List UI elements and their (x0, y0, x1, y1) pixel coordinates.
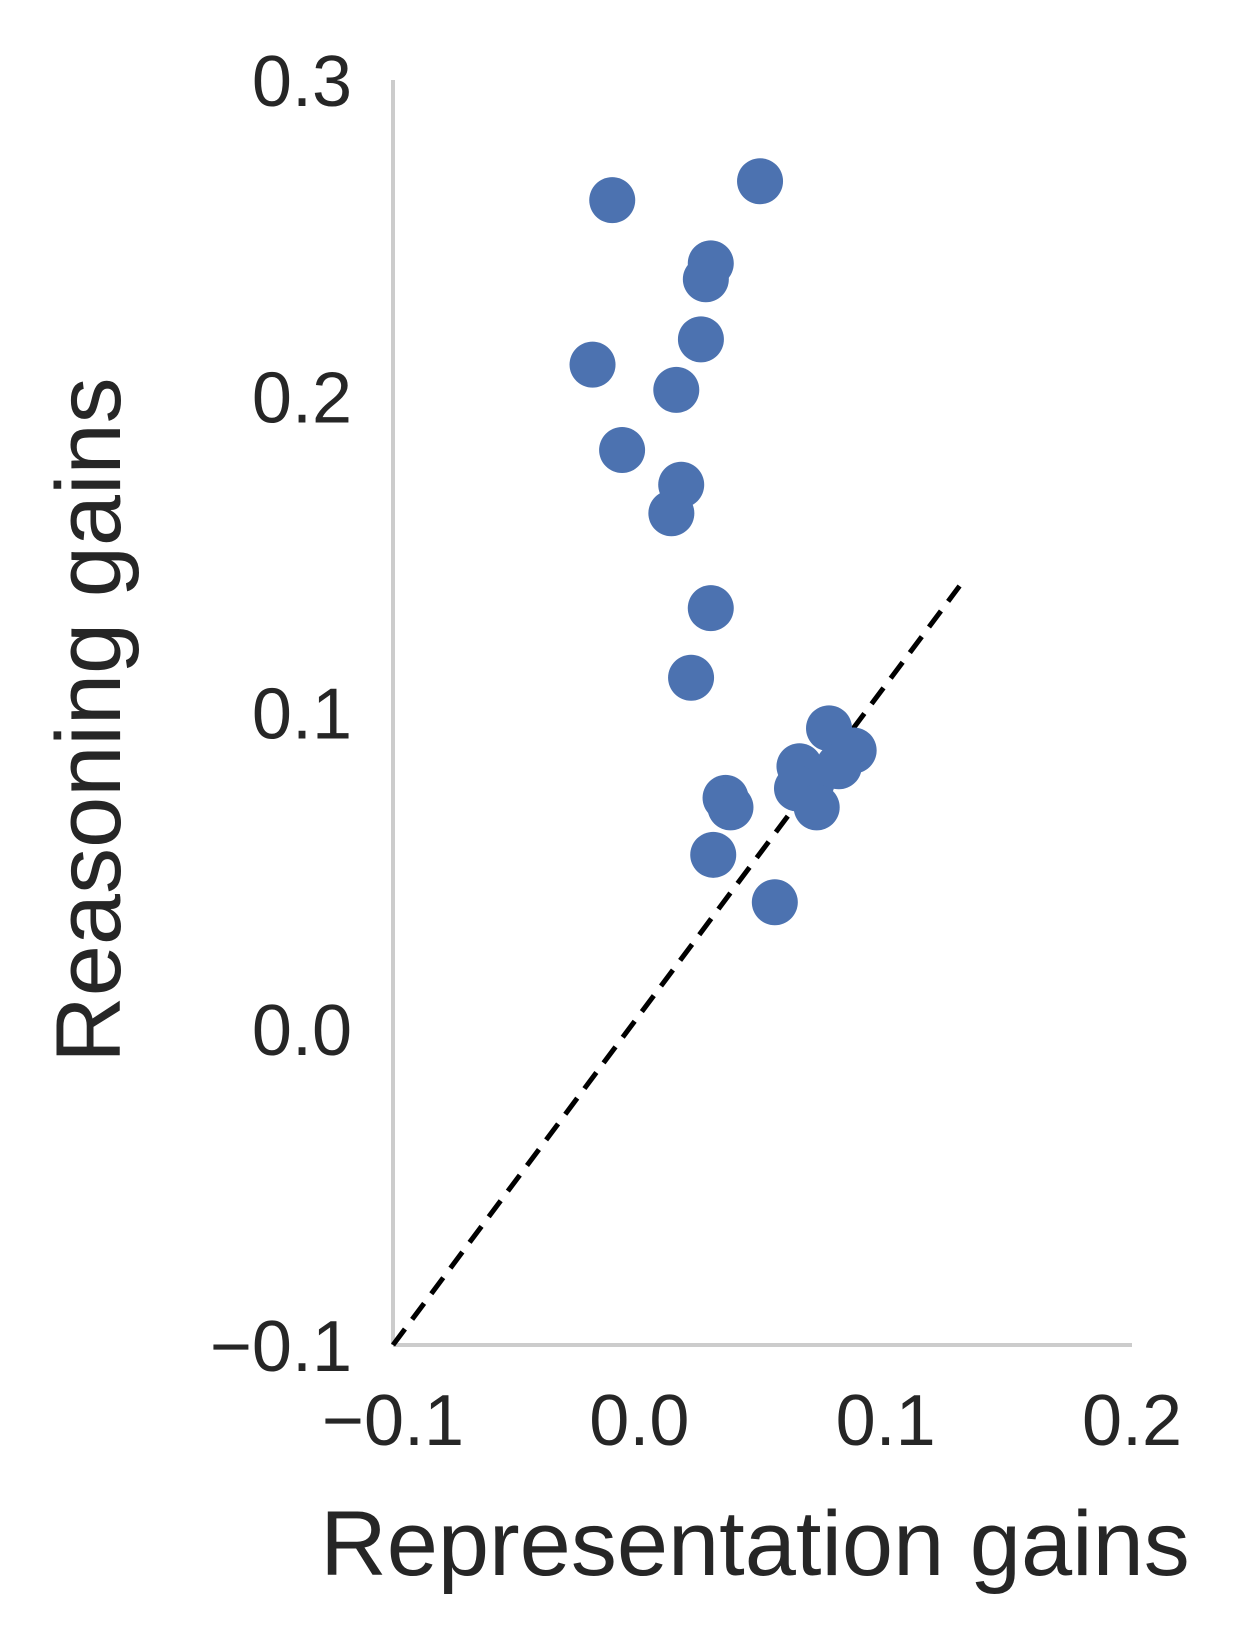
y-tick-label: 0.1 (252, 675, 352, 755)
data-point (668, 654, 715, 701)
tick-labels: −0.1 0.0 0.1 0.2 −0.1 0.0 0.1 0.2 0.3 (210, 42, 1182, 1461)
y-tick-label: −0.1 (210, 1307, 352, 1387)
data-point (589, 177, 636, 224)
x-tick-label: 0.2 (1082, 1381, 1182, 1461)
data-point (690, 831, 737, 878)
data-point (599, 427, 646, 474)
data-point (648, 490, 695, 537)
y-axis-title: Reasoning gains (38, 377, 140, 1062)
x-tick-label: 0.1 (836, 1381, 936, 1461)
data-point (793, 784, 840, 831)
axes (391, 80, 1132, 1347)
data-point (653, 366, 700, 413)
data-point (737, 158, 784, 205)
x-tick-label: −0.1 (322, 1381, 464, 1461)
data-point (569, 341, 616, 388)
data-point (682, 256, 729, 303)
x-axis-title: Representation gains (320, 1493, 1189, 1595)
y-tick-label: 0.3 (252, 42, 352, 122)
data-point (677, 316, 724, 363)
y-tick-label: 0.2 (252, 358, 352, 438)
y-tick-label: 0.0 (252, 991, 352, 1071)
data-point (707, 784, 754, 831)
data-point (751, 879, 798, 926)
x-tick-label: 0.0 (589, 1381, 689, 1461)
data-points (569, 158, 877, 926)
data-point (687, 585, 734, 632)
